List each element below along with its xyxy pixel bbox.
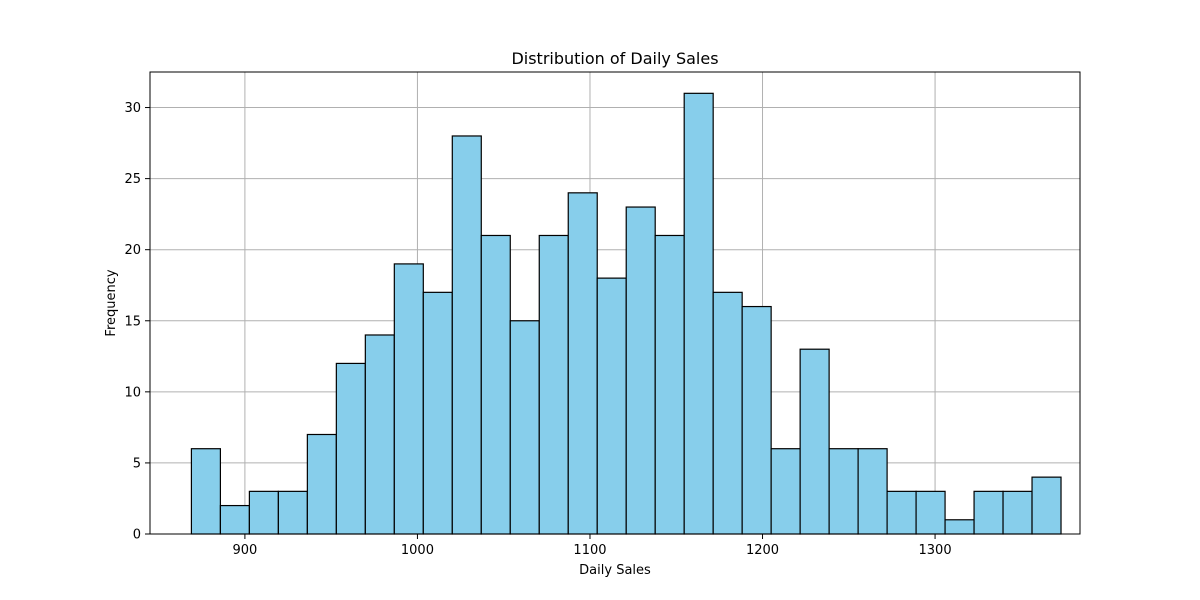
histogram-bar-13 xyxy=(567,192,598,535)
x-tick-label-3: 1200 xyxy=(746,543,779,558)
histogram-bar-12 xyxy=(538,234,569,535)
histogram-bar-26 xyxy=(944,519,975,535)
histogram-bar-5 xyxy=(335,362,366,535)
y-tick-label-0: 0 xyxy=(133,528,141,543)
histogram-bar-19 xyxy=(741,305,772,535)
y-tick-label-3: 15 xyxy=(124,314,141,329)
x-tick-label-2: 1100 xyxy=(573,543,606,558)
x-axis-label: Daily Sales xyxy=(579,563,651,578)
x-tick-label-4: 1300 xyxy=(919,543,952,558)
histogram-bar-25 xyxy=(915,490,946,535)
histogram-bar-3 xyxy=(277,490,308,535)
y-tick-label-2: 10 xyxy=(124,385,141,400)
y-axis-label: Frequency xyxy=(104,269,119,336)
histogram-bar-4 xyxy=(306,433,337,535)
histogram-bar-6 xyxy=(364,334,395,535)
histogram-bar-1 xyxy=(219,504,250,535)
histogram-bars xyxy=(190,92,1062,535)
histogram-bar-23 xyxy=(857,448,888,535)
histogram-bar-18 xyxy=(712,291,743,535)
histogram-bar-21 xyxy=(799,348,830,535)
histogram-bar-24 xyxy=(886,490,917,535)
histogram-bar-0 xyxy=(190,448,221,535)
x-tick-label-0: 900 xyxy=(232,543,257,558)
histogram-bar-22 xyxy=(828,448,859,535)
histogram-bar-15 xyxy=(625,206,656,535)
histogram-bar-27 xyxy=(973,490,1004,535)
y-tick-label-4: 20 xyxy=(124,243,141,258)
histogram-bar-29 xyxy=(1031,476,1062,535)
histogram-bar-10 xyxy=(480,234,511,535)
histogram-bar-20 xyxy=(770,448,801,535)
y-tick-label-6: 30 xyxy=(124,101,141,116)
histogram-bar-17 xyxy=(683,92,714,535)
histogram-bar-28 xyxy=(1002,490,1033,535)
histogram-bar-2 xyxy=(248,490,279,535)
histogram-bar-14 xyxy=(596,277,627,535)
histogram-bar-11 xyxy=(509,320,540,535)
chart-title: Distribution of Daily Sales xyxy=(511,49,718,68)
y-tick-label-1: 5 xyxy=(133,456,141,471)
x-tick-label-1: 1000 xyxy=(401,543,434,558)
histogram-bar-9 xyxy=(451,135,482,535)
histogram-bar-8 xyxy=(422,291,453,535)
x-axis-ticks: 900 1000 1100 1200 1300 xyxy=(232,534,952,558)
y-axis-ticks: 0 5 10 15 20 25 30 xyxy=(124,101,150,543)
plot-frame xyxy=(149,71,1081,535)
histogram-bar-7 xyxy=(393,263,424,535)
y-tick-label-5: 25 xyxy=(124,172,141,187)
histogram-bar-16 xyxy=(654,234,685,535)
